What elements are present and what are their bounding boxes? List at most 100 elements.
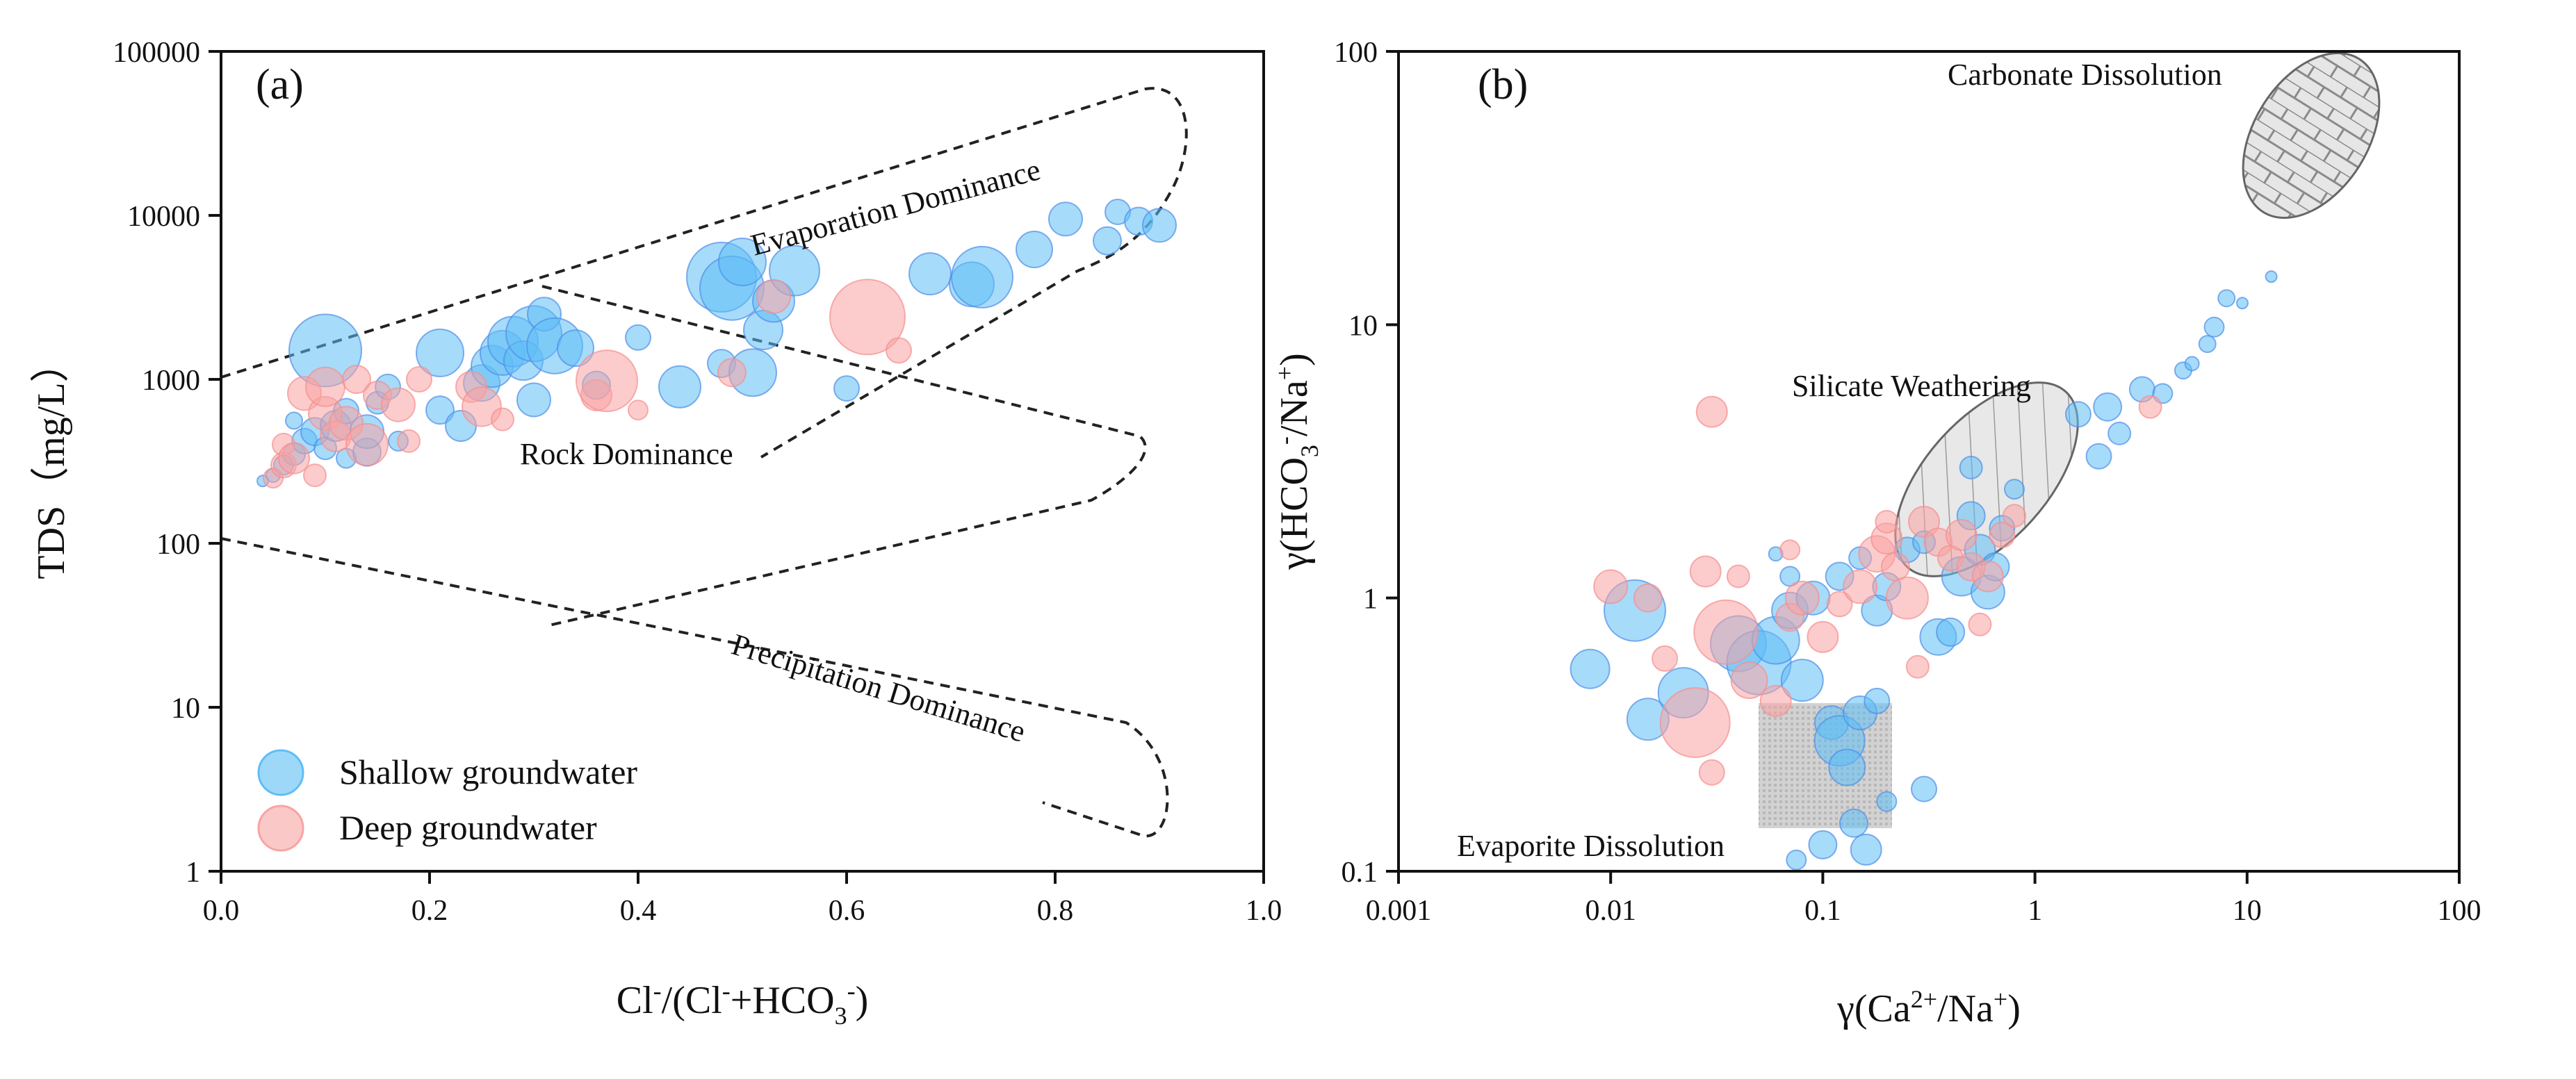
data-point bbox=[2064, 401, 2092, 428]
data-point bbox=[1633, 583, 1663, 613]
legend-marker-deep bbox=[257, 805, 304, 852]
data-point bbox=[1839, 808, 1868, 838]
data-point bbox=[557, 329, 594, 368]
x-axis-label-b: γ(Ca2+/Na+) bbox=[1836, 985, 2021, 1030]
data-point bbox=[416, 328, 464, 377]
y-tick-label: 10000 bbox=[127, 201, 200, 233]
data-point bbox=[1689, 555, 1722, 588]
data-point bbox=[1695, 395, 1728, 428]
ticks-b: 0.001 0.01 0.1 1 10 100 0.1 1 10 100 bbox=[1334, 37, 2481, 927]
data-point bbox=[1659, 687, 1731, 758]
x-tick-label: 1 bbox=[2028, 895, 2042, 927]
y-tick-label: 1 bbox=[1363, 584, 1378, 616]
data-point bbox=[1784, 580, 1820, 616]
data-point bbox=[1945, 519, 1978, 551]
data-point bbox=[1016, 231, 1053, 268]
data-point bbox=[1864, 687, 1891, 714]
data-point bbox=[285, 411, 303, 430]
data-point bbox=[1593, 569, 1629, 604]
data-point bbox=[717, 358, 747, 388]
panel-a: 0.0 0.2 0.4 0.6 0.8 1.0110100100010000100000 … bbox=[30, 37, 1282, 1030]
x-tick-label: 0.4 bbox=[620, 895, 657, 927]
data-point bbox=[1828, 748, 1866, 786]
y-tick-label: 100 bbox=[1334, 37, 1378, 69]
precipitation-dominance-boundary bbox=[220, 537, 1169, 838]
data-point bbox=[1875, 510, 1899, 534]
data-point bbox=[425, 395, 455, 425]
data-point bbox=[2203, 316, 2225, 338]
region-label-silicate: Silicate Weathering bbox=[1792, 369, 2031, 403]
data-point bbox=[1048, 201, 1083, 237]
data-point bbox=[381, 387, 416, 422]
data-point bbox=[1968, 612, 1992, 636]
data-point bbox=[1786, 849, 1807, 871]
data-point bbox=[2004, 479, 2025, 500]
data-point bbox=[658, 365, 701, 409]
y-tick-label: 10 bbox=[1348, 310, 1378, 342]
data-point bbox=[516, 382, 551, 418]
carbonate-dissolution-area bbox=[2242, 51, 2381, 220]
data-point bbox=[1959, 456, 1983, 479]
data-point bbox=[1142, 208, 1177, 243]
legend-label-deep: Deep groundwater bbox=[339, 808, 597, 847]
data-point bbox=[305, 366, 345, 407]
data-point bbox=[886, 337, 912, 364]
data-point bbox=[1726, 564, 1750, 588]
data-point bbox=[2108, 421, 2132, 445]
data-point bbox=[303, 463, 327, 488]
region-boundaries-a bbox=[220, 87, 1188, 838]
data-point bbox=[628, 400, 649, 421]
data-point bbox=[829, 279, 906, 356]
legend-label-shallow: Shallow groundwater bbox=[339, 752, 637, 791]
data-point bbox=[1808, 830, 1838, 859]
series-deep-b bbox=[1593, 395, 2162, 786]
panel-b: 0.001 0.01 0.1 1 10 100 0.1 1 10 100 (b) Carbonat… bbox=[1271, 37, 2481, 1030]
data-point bbox=[1989, 522, 2016, 548]
x-tick-label: 0.1 bbox=[1804, 895, 1841, 927]
data-point bbox=[1093, 226, 1122, 256]
points-a bbox=[256, 199, 1177, 489]
data-point bbox=[1826, 591, 1853, 618]
data-point bbox=[718, 238, 767, 286]
x-axis-label-a: Cl-/(Cl-+HCO3-) bbox=[617, 977, 869, 1030]
y-tick-label: 1 bbox=[186, 857, 200, 889]
panel-tag-b: (b) bbox=[1478, 61, 1528, 108]
y-tick-label: 100 bbox=[156, 529, 200, 561]
x-tick-label: 0.2 bbox=[411, 895, 448, 927]
y-tick-label: 1000 bbox=[142, 365, 200, 397]
y-axis-label-b: γ(HCO3-/Na+) bbox=[1271, 353, 1323, 570]
data-point bbox=[1730, 661, 1768, 700]
data-point bbox=[1936, 617, 1966, 647]
data-point bbox=[1876, 791, 1898, 812]
data-point bbox=[278, 442, 310, 475]
data-point bbox=[625, 324, 651, 351]
data-point bbox=[397, 429, 421, 453]
rock-dominance-boundary bbox=[541, 285, 1147, 627]
data-point bbox=[951, 245, 1013, 308]
data-point bbox=[1698, 759, 1725, 786]
plot-frame-a bbox=[220, 50, 1265, 873]
x-tick-label: 100 bbox=[2438, 895, 2481, 927]
reference-areas-b bbox=[1759, 51, 2381, 828]
data-point bbox=[1880, 552, 1910, 582]
data-point bbox=[1885, 576, 1929, 620]
data-point bbox=[1779, 539, 1801, 561]
x-tick-label: 0.6 bbox=[829, 895, 865, 927]
evaporation-dominance-boundary bbox=[220, 87, 1188, 459]
x-tick-label: 1.0 bbox=[1246, 895, 1282, 927]
data-point bbox=[1693, 599, 1759, 665]
data-point bbox=[2003, 504, 2026, 528]
x-tick-label: 0.001 bbox=[1366, 895, 1432, 927]
y-tick-label: 0.1 bbox=[1342, 857, 1378, 889]
data-point bbox=[406, 366, 432, 393]
x-tick-label: 0.01 bbox=[1585, 895, 1636, 927]
data-point bbox=[1905, 654, 1930, 679]
series-deep-a bbox=[263, 279, 912, 489]
data-point bbox=[576, 349, 638, 413]
data-point bbox=[342, 365, 371, 394]
data-point bbox=[1570, 648, 1611, 689]
y-tick-label: 100000 bbox=[113, 37, 200, 69]
data-point bbox=[756, 279, 791, 314]
ticks-a: 0.0 0.2 0.4 0.6 0.8 1.0 1 10 100 1000 10000 100000 bbox=[113, 37, 1282, 927]
